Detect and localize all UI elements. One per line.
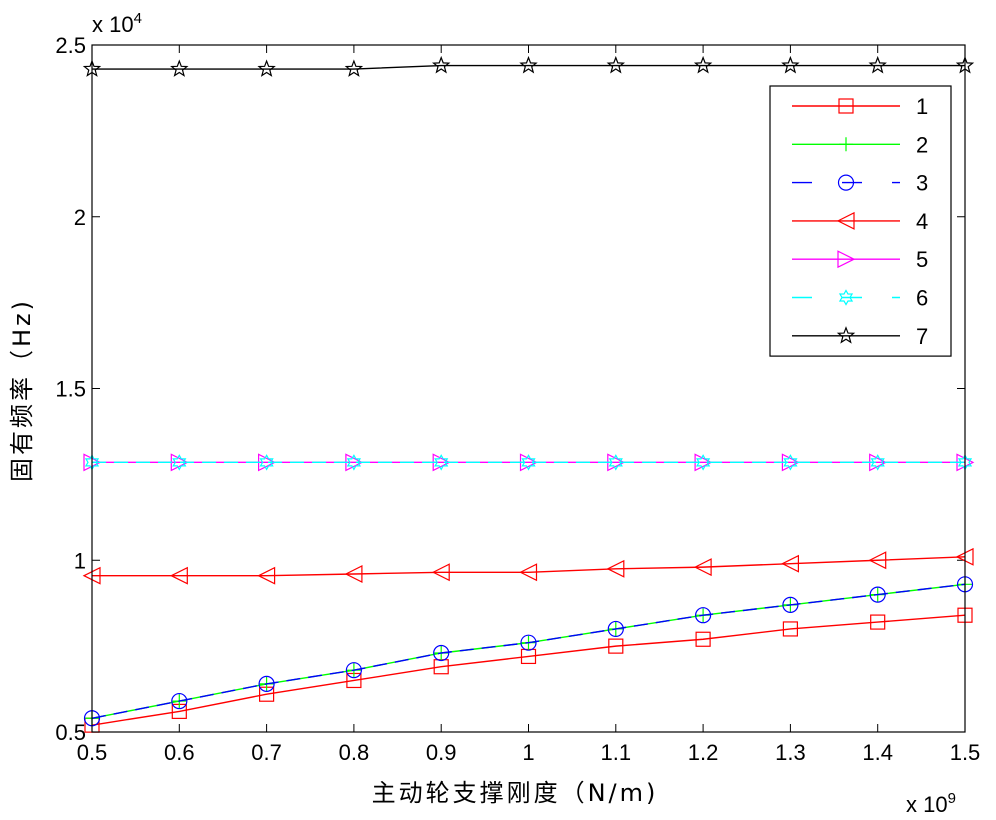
x-tick-label: 1.5 <box>950 740 981 765</box>
series-7-point <box>693 55 713 74</box>
plot-frame <box>91 44 966 733</box>
series-7-point <box>868 55 887 74</box>
y-multiplier: x 104 <box>92 10 142 37</box>
series-4-point <box>781 554 800 573</box>
x-tick-label: 0.6 <box>164 740 195 765</box>
series-4-point <box>519 563 538 582</box>
legend-label-2: 2 <box>916 132 928 157</box>
series-7-point <box>431 55 451 74</box>
x-tick-label: 1.4 <box>862 740 893 765</box>
legend-marker-4 <box>836 211 855 230</box>
y-tick-label: 0.5 <box>55 720 86 745</box>
series-1-point <box>608 638 624 654</box>
legend-label-5: 5 <box>916 247 928 272</box>
series-6-point <box>695 454 711 471</box>
series-3-point <box>258 675 275 693</box>
x-tick-label: 0.5 <box>77 740 108 765</box>
legend-label-1: 1 <box>916 94 928 119</box>
legend: 1 2 3 4 5 6 7 <box>769 85 952 357</box>
x-tick-label: 1.3 <box>775 740 806 765</box>
series-6-point <box>346 454 362 471</box>
y-tick-label: 2.5 <box>55 33 86 58</box>
x-multiplier: x 109 <box>906 790 956 817</box>
x-tick-label: 1 <box>522 740 534 765</box>
legend-marker-3 <box>837 174 855 191</box>
series-3-point <box>171 692 188 710</box>
x-tick-label: 0.8 <box>339 740 370 765</box>
series-4-point <box>606 559 625 578</box>
series-4-point <box>257 566 276 585</box>
series-3-point <box>869 586 886 603</box>
series-3-point <box>782 596 799 614</box>
y-axis-label: 固有频率（Hz) <box>8 298 36 482</box>
x-axis-label: 主动轮支撑刚度（N/m) <box>372 779 659 807</box>
series-6-point <box>259 454 274 471</box>
series-4-point <box>868 551 887 570</box>
x-tick-label: 0.9 <box>426 740 457 765</box>
y-tick-label: 1 <box>74 548 86 573</box>
legend-label-6: 6 <box>916 286 928 311</box>
x-tick-label: 1.2 <box>688 740 719 765</box>
series-6-point <box>870 454 885 471</box>
legend-marker-7 <box>836 326 856 344</box>
series-line-4 <box>92 556 966 577</box>
series-7-point <box>606 55 626 74</box>
series-7-point <box>344 59 364 77</box>
series-3-point <box>520 634 537 651</box>
legend-label-7: 7 <box>916 324 928 349</box>
series-3-point <box>694 607 712 624</box>
series-7-point <box>257 59 276 77</box>
series-line-3 <box>91 583 966 719</box>
series-4-point <box>693 558 712 577</box>
series-1-point <box>695 631 711 647</box>
series-line-7 <box>92 64 965 70</box>
series-7-point <box>781 55 800 74</box>
series-6-point <box>434 454 449 471</box>
series-6-point <box>521 454 536 471</box>
series-7-point <box>170 59 189 77</box>
series-6-point <box>172 454 187 471</box>
x-tick-label: 1.1 <box>601 740 632 765</box>
series-3-point <box>607 620 624 638</box>
legend-marker-5 <box>837 250 856 269</box>
series-6-point <box>783 454 798 471</box>
legend-marker-1 <box>838 98 854 114</box>
series-7-point <box>519 55 538 74</box>
series-4-point <box>169 566 188 585</box>
series-4-point <box>344 565 363 583</box>
series-line-1 <box>91 614 966 726</box>
series-3-point <box>345 662 362 679</box>
legend-label-4: 4 <box>916 209 928 234</box>
series-1-point <box>782 621 799 637</box>
axis-ticks: 0.5 0.6 0.7 0.8 0.9 1 1.1 1.2 1.3 1.4 1.5 0.5 1 1.5 2 2… <box>55 33 980 765</box>
y-tick-label: 2 <box>74 205 86 230</box>
y-tick-label: 1.5 <box>55 377 86 402</box>
x-tick-label: 0.7 <box>251 740 282 765</box>
legend-marker-2 <box>839 137 853 152</box>
series-3-point <box>433 644 450 662</box>
series-1-point <box>870 614 886 630</box>
series-4 <box>82 547 974 585</box>
series-6-point <box>608 454 623 471</box>
series-4-point <box>431 563 450 582</box>
legend-marker-6 <box>838 289 854 306</box>
legend-label-3: 3 <box>916 171 928 196</box>
